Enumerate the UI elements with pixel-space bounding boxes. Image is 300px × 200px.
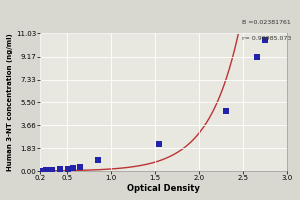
Point bbox=[44, 169, 49, 172]
Point bbox=[263, 38, 268, 42]
Point bbox=[95, 158, 100, 161]
Point bbox=[254, 55, 259, 58]
X-axis label: Optical Density: Optical Density bbox=[127, 184, 200, 193]
Point bbox=[66, 167, 71, 170]
Point bbox=[49, 168, 54, 171]
Point bbox=[223, 110, 228, 113]
Text: B =0.02381761: B =0.02381761 bbox=[242, 20, 291, 25]
Point bbox=[57, 168, 62, 171]
Y-axis label: Human 3-NT concentration (ng/ml): Human 3-NT concentration (ng/ml) bbox=[7, 33, 13, 171]
Point bbox=[70, 166, 75, 170]
Text: r= 0.99985.073: r= 0.99985.073 bbox=[242, 36, 291, 41]
Point bbox=[38, 170, 43, 173]
Point bbox=[77, 165, 82, 168]
Point bbox=[157, 142, 162, 145]
